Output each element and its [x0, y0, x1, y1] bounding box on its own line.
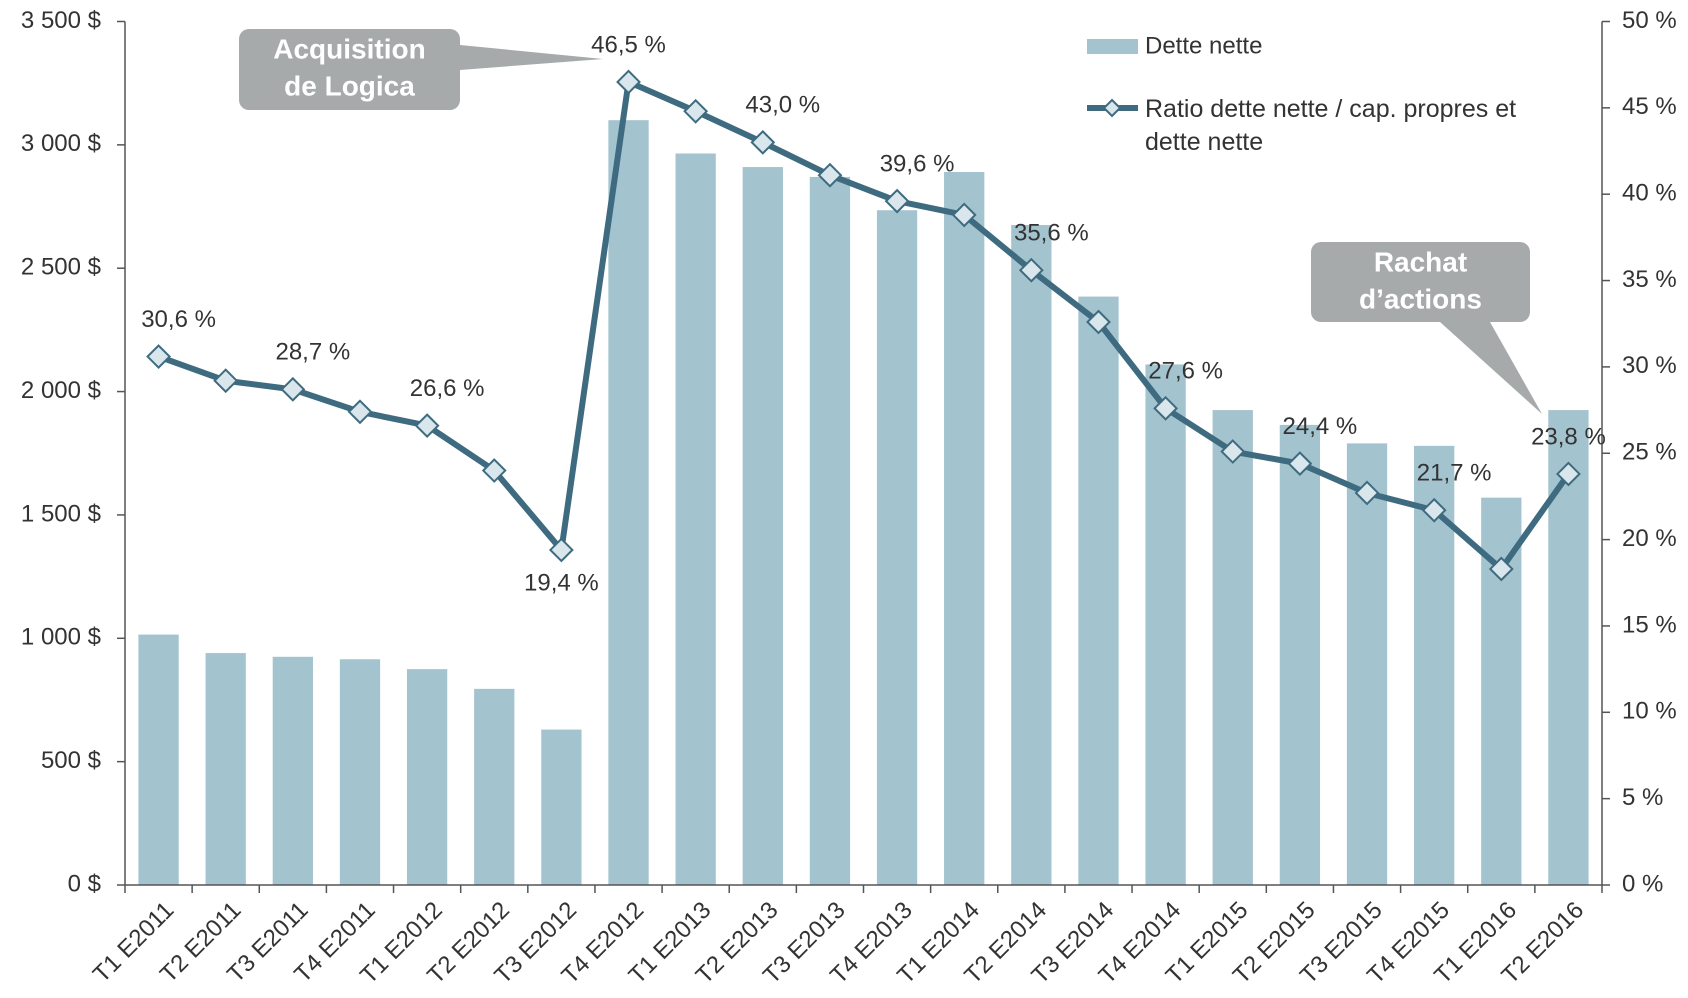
marker	[213, 368, 239, 394]
data-label: 26,6 %	[410, 375, 485, 402]
bar	[1011, 225, 1052, 885]
marker	[347, 399, 373, 425]
bar	[1078, 296, 1119, 885]
data-label: 23,8 %	[1531, 423, 1606, 450]
legend-marker	[1102, 98, 1122, 118]
y-tick-label: 2 500 $	[21, 254, 101, 281]
bar	[339, 659, 381, 885]
marker	[481, 458, 507, 483]
marker	[1421, 497, 1447, 523]
marker	[1153, 395, 1179, 421]
data-label: 19,4 %	[524, 569, 599, 596]
y-tick-label: 2 000 $	[21, 377, 101, 404]
marker	[817, 162, 843, 188]
bar	[205, 653, 246, 885]
bar	[272, 656, 313, 885]
bar	[675, 153, 716, 886]
marker	[1018, 257, 1044, 283]
y2-tick-label: 30 %	[1622, 352, 1677, 379]
data-label: 28,7 %	[275, 339, 350, 366]
bar	[1346, 443, 1388, 885]
marker	[951, 202, 977, 228]
y2-tick-label: 5 %	[1622, 784, 1663, 811]
callout-box	[239, 29, 460, 110]
bar	[1212, 410, 1253, 885]
bar	[742, 167, 783, 886]
marker	[1354, 480, 1380, 506]
marker	[146, 344, 171, 369]
marker	[1287, 451, 1313, 477]
data-label: 35,6 %	[1014, 220, 1089, 247]
bar	[876, 210, 918, 885]
y-tick-label: 0 $	[68, 870, 101, 897]
marker	[280, 376, 306, 402]
y-tick-label: 3 000 $	[21, 130, 101, 157]
y-tick-label: 1 000 $	[21, 624, 101, 651]
marker	[1220, 439, 1246, 464]
marker	[1488, 556, 1514, 582]
annotation: d’actions	[1359, 283, 1482, 314]
marker	[750, 129, 776, 155]
y2-tick-label: 25 %	[1622, 439, 1677, 466]
bar	[541, 729, 582, 885]
annotation: de Logica	[284, 70, 415, 101]
callout-pointer	[460, 45, 603, 70]
ratio-line	[157, 78, 1571, 572]
bar	[1279, 424, 1321, 885]
marker	[884, 188, 910, 214]
marker	[683, 98, 709, 124]
y2-tick-label: 35 %	[1622, 266, 1677, 293]
y2-tick-label: 0 %	[1622, 870, 1663, 897]
bar	[474, 688, 515, 885]
y-tick-label: 3 500 $	[21, 7, 101, 34]
marker	[1086, 309, 1111, 335]
data-label: 46,5 %	[591, 31, 666, 58]
y2-tick-label: 10 %	[1622, 698, 1677, 725]
bar	[138, 634, 179, 885]
bar	[944, 171, 985, 885]
data-label: 24,4 %	[1283, 413, 1358, 440]
bar	[608, 120, 649, 885]
bar	[809, 176, 851, 885]
bar	[1145, 364, 1186, 885]
data-label: 39,6 %	[880, 150, 955, 177]
legend-label: Ratio dette nette / cap. propres et dett…	[1145, 95, 1517, 156]
legend-label: Dette nette	[1145, 32, 1262, 59]
y2-tick-label: 45 %	[1622, 93, 1677, 120]
callout-box	[1311, 242, 1530, 322]
y2-tick-label: 15 %	[1622, 611, 1677, 638]
y2-tick-label: 50 %	[1622, 7, 1677, 34]
data-label: 30,6 %	[141, 306, 216, 333]
data-label: 27,6 %	[1148, 358, 1223, 385]
y2-tick-label: 40 %	[1622, 180, 1677, 207]
annotation: Acquisition	[273, 33, 425, 64]
marker	[1556, 461, 1581, 487]
callout-pointer	[1440, 322, 1542, 414]
marker	[616, 69, 641, 95]
data-label: 43,0 %	[745, 92, 820, 119]
data-label: 21,7 %	[1417, 460, 1492, 487]
marker	[548, 537, 574, 563]
annotation: Rachat	[1374, 246, 1467, 277]
bar	[406, 669, 448, 885]
y-tick-label: 500 $	[41, 747, 101, 774]
y-tick-label: 1 500 $	[21, 500, 101, 527]
legend-swatch	[1087, 39, 1138, 54]
marker	[414, 413, 440, 439]
y2-tick-label: 20 %	[1622, 525, 1677, 552]
